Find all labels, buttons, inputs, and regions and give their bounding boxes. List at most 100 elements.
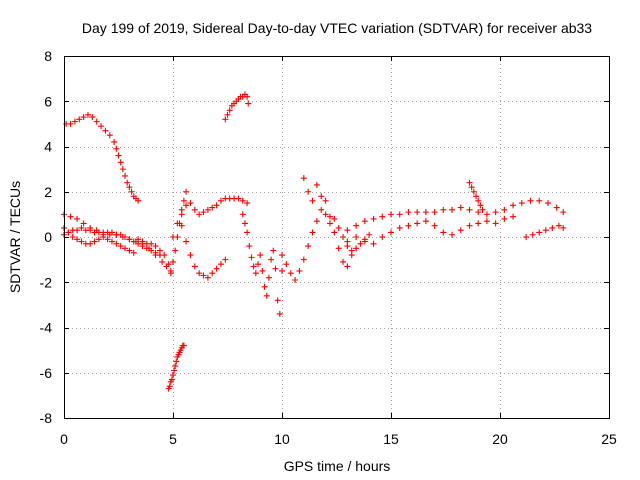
data-point	[542, 227, 549, 234]
data-point	[244, 200, 251, 207]
data-layer	[61, 91, 567, 392]
data-point	[156, 247, 163, 254]
y-tick-label: 6	[44, 93, 52, 109]
y-tick-label: 0	[44, 229, 52, 245]
x-axis-label: GPS time / hours	[284, 458, 391, 474]
data-point	[440, 206, 447, 213]
data-point	[357, 240, 364, 247]
x-tick-label: 10	[274, 431, 290, 447]
data-point	[422, 218, 429, 225]
data-point	[84, 111, 91, 118]
data-point	[204, 274, 211, 281]
data-point	[300, 256, 307, 263]
series-arc-p	[523, 222, 567, 240]
data-point	[261, 283, 268, 290]
y-tick-label: -2	[40, 274, 53, 290]
data-point	[344, 238, 351, 245]
data-point	[196, 270, 203, 277]
data-point	[108, 238, 115, 245]
data-point	[549, 224, 556, 231]
data-point	[183, 238, 190, 245]
data-point	[331, 229, 338, 236]
data-point	[106, 132, 113, 139]
data-point	[555, 222, 562, 229]
data-point	[100, 234, 107, 240]
x-tick-label: 5	[169, 431, 177, 447]
data-point	[167, 267, 174, 274]
data-point	[388, 211, 394, 218]
data-point	[102, 127, 109, 134]
series-arc-f	[165, 342, 187, 392]
data-point	[71, 118, 78, 125]
data-point	[536, 229, 543, 236]
data-point	[80, 114, 87, 121]
data-point	[335, 224, 342, 231]
data-point	[560, 224, 567, 231]
data-point	[78, 224, 85, 231]
data-point	[180, 342, 187, 349]
data-point	[379, 213, 386, 220]
data-point	[475, 220, 482, 227]
data-point	[272, 265, 279, 272]
series-arc-j	[239, 211, 285, 317]
y-tick-label: -4	[40, 320, 53, 336]
data-point	[405, 222, 412, 229]
y-tick-label: -6	[40, 365, 53, 381]
data-point	[309, 197, 316, 204]
data-point	[353, 222, 360, 229]
data-point	[117, 243, 124, 250]
data-point	[95, 236, 102, 243]
data-point	[115, 152, 122, 159]
data-point	[213, 265, 220, 272]
data-point	[246, 243, 253, 250]
y-tick-label: 8	[44, 48, 52, 64]
data-point	[119, 166, 126, 173]
data-point	[161, 252, 168, 259]
data-point	[326, 220, 333, 227]
data-point	[492, 220, 499, 227]
data-point	[250, 263, 257, 270]
data-point	[431, 209, 438, 216]
data-point	[217, 197, 224, 204]
data-point	[173, 358, 180, 365]
data-point	[366, 231, 373, 238]
data-point	[501, 215, 508, 222]
data-point	[244, 93, 251, 100]
data-point	[235, 195, 242, 202]
data-point	[388, 229, 394, 236]
data-point	[449, 206, 456, 213]
data-point	[217, 261, 224, 268]
data-point	[529, 231, 536, 238]
data-point	[353, 234, 360, 240]
data-point	[76, 116, 83, 123]
data-point	[414, 220, 421, 227]
data-point	[279, 267, 285, 274]
data-point	[370, 215, 377, 222]
data-point	[171, 367, 178, 374]
data-point	[78, 238, 85, 245]
data-point	[74, 236, 81, 243]
data-point	[470, 188, 477, 195]
data-point	[178, 211, 185, 218]
data-point	[248, 254, 255, 261]
data-point	[527, 197, 534, 204]
data-point	[122, 172, 129, 179]
data-point	[344, 227, 351, 234]
data-point	[309, 229, 316, 236]
data-point	[379, 234, 386, 240]
data-point	[536, 197, 543, 204]
series-arc-i	[222, 91, 252, 123]
label-layer: 0 5 10 15 20 25 -8 -6 -4 -2 0 2 4 6 8	[40, 48, 617, 447]
data-point	[466, 179, 473, 186]
data-point	[170, 234, 176, 240]
data-point	[122, 245, 129, 252]
data-point	[165, 261, 172, 268]
data-point	[166, 383, 173, 390]
data-point	[449, 231, 456, 238]
data-point	[353, 245, 360, 252]
data-point	[287, 270, 294, 277]
data-point	[259, 267, 266, 274]
data-point	[475, 209, 482, 216]
data-point	[222, 256, 229, 263]
